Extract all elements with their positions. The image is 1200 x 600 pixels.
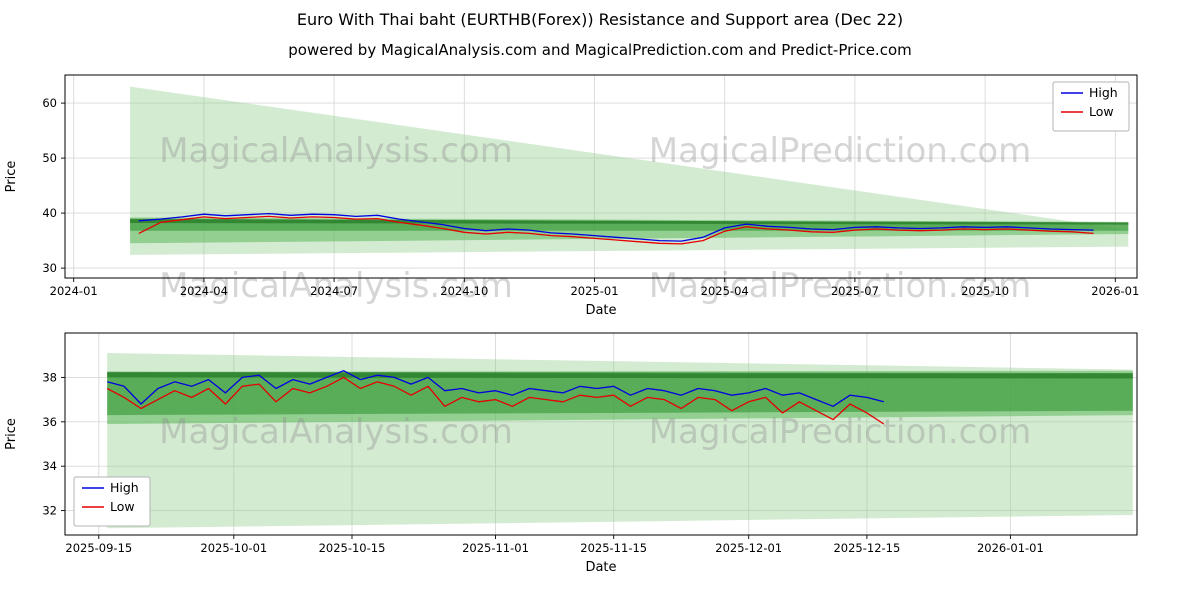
x-tick-label: 2025-07 [831, 284, 879, 298]
legend-label: High [1089, 85, 1118, 100]
x-tick-label: 2025-10 [961, 284, 1009, 298]
low-line [138, 215, 1094, 245]
watermark: MagicalPrediction.com [649, 412, 1032, 452]
zoomed-price-chart: MagicalAnalysis.com MagicalPrediction.com… [0, 320, 1200, 600]
x-tick-label: 2024-07 [310, 284, 358, 298]
x-tick-label: 2025-01 [570, 284, 618, 298]
legend: High Low [1052, 81, 1130, 132]
watermark: MagicalAnalysis.com [159, 131, 513, 171]
legend: High Low [73, 476, 151, 527]
plot-border [64, 74, 1138, 279]
main-chart-svg: MagicalAnalysis.com MagicalPrediction.com… [4, 74, 1139, 318]
x-axis-label: Date [585, 560, 616, 575]
resistance-area-core [107, 373, 1133, 416]
y-tick-label: 30 [42, 261, 57, 275]
y-tick-label: 60 [42, 96, 57, 110]
legend-label: Low [1089, 104, 1114, 119]
y-tick-label: 50 [42, 151, 57, 165]
x-tick-label: 2025-11-15 [580, 541, 647, 555]
x-tick-label: 2025-11-01 [462, 541, 529, 555]
x-tick-label: 2025-10-01 [200, 541, 267, 555]
resistance-stripe [107, 371, 1133, 379]
chart-subtitle: powered by MagicalAnalysis.com and Magic… [288, 41, 912, 59]
x-tick-label: 2025-12-15 [833, 541, 900, 555]
main-price-chart: MagicalAnalysis.com MagicalPrediction.com… [0, 65, 1200, 320]
x-tick-label: 2025-09-15 [65, 541, 132, 555]
y-axis-label: Price [4, 418, 19, 450]
x-tick-label: 2026-01 [1091, 284, 1139, 298]
chart-title: Euro With Thai baht (EURTHB(Forex)) Resi… [296, 10, 904, 29]
x-tick-label: 2026-01-01 [977, 541, 1044, 555]
y-tick-label: 34 [42, 459, 57, 473]
x-tick-label: 2025-04 [701, 284, 749, 298]
watermark: MagicalPrediction.com [649, 131, 1032, 171]
high-line [138, 212, 1094, 242]
resistance-stripe [130, 219, 1129, 225]
legend-label: High [110, 480, 139, 495]
watermark: MagicalPrediction.com [649, 266, 1032, 306]
y-tick-label: 32 [42, 504, 57, 518]
x-tick-label: 2024-01 [50, 284, 98, 298]
plot-border [64, 332, 1138, 536]
y-tick-label: 36 [42, 415, 57, 429]
chart-header: Euro With Thai baht (EURTHB(Forex)) Resi… [0, 0, 1200, 65]
high-line [107, 370, 884, 407]
support-area-wide [130, 86, 1129, 255]
watermark: MagicalAnalysis.com [159, 266, 513, 306]
x-tick-label: 2024-04 [180, 284, 228, 298]
legend-label: Low [110, 499, 135, 514]
x-axis-label: Date [585, 303, 616, 318]
x-tick-label: 2024-10 [440, 284, 488, 298]
low-line [106, 376, 885, 425]
zoom-chart-svg: MagicalAnalysis.com MagicalPrediction.com… [4, 332, 1138, 575]
x-tick-label: 2025-12-01 [715, 541, 782, 555]
watermark: MagicalAnalysis.com [159, 412, 513, 452]
x-tick-label: 2025-10-15 [319, 541, 386, 555]
y-tick-label: 40 [42, 206, 57, 220]
y-tick-label: 38 [42, 370, 57, 384]
y-axis-label: Price [4, 161, 19, 193]
